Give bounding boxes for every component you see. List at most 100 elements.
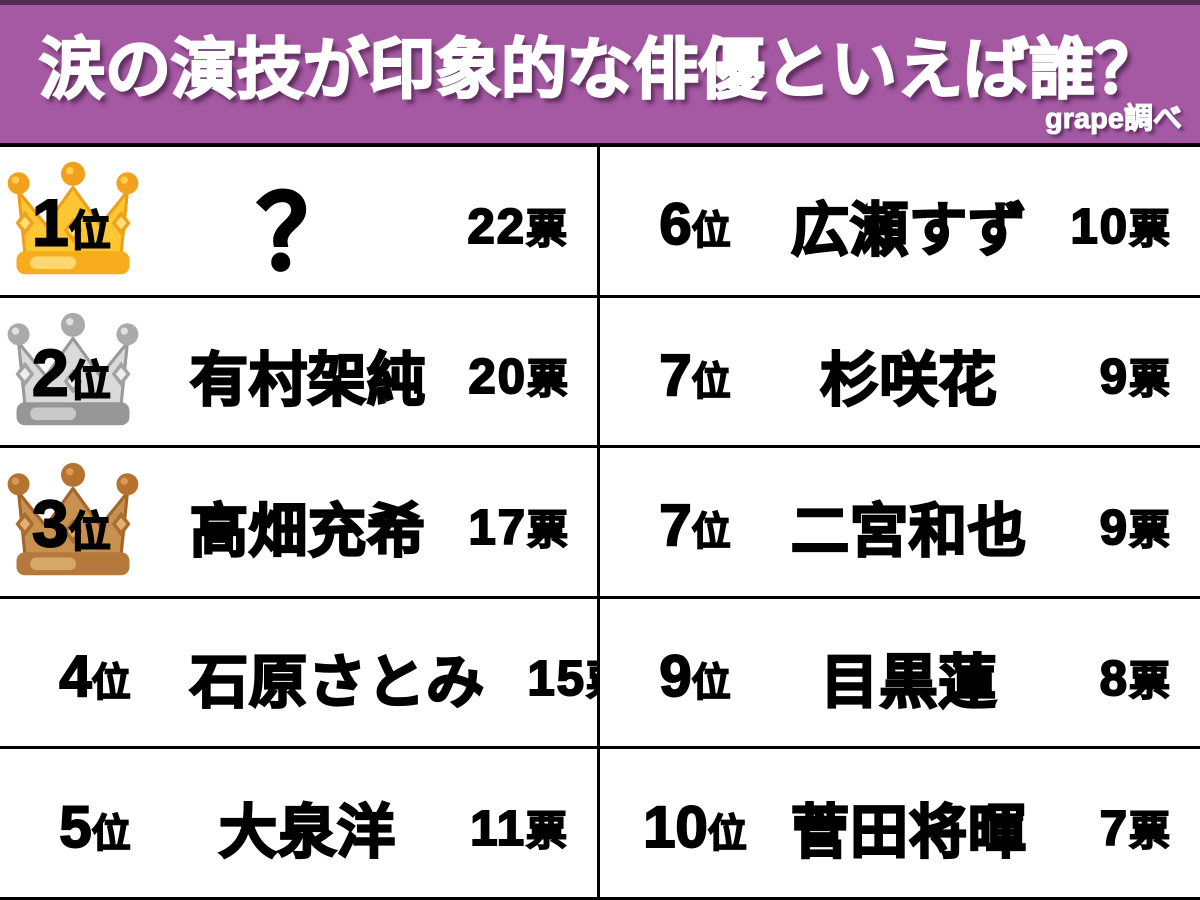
vote-count: 17票: [426, 496, 598, 556]
crown-tip: [116, 172, 139, 195]
crown-tip: [60, 312, 86, 337]
rank-number: 4: [58, 643, 92, 710]
actor-name: 有村架純: [189, 347, 427, 414]
rank-suffix: 位: [691, 511, 732, 556]
rank-number: 10: [642, 794, 709, 861]
rank-label: 7位: [658, 492, 732, 559]
crown-base-highlight: [30, 407, 77, 420]
vote-suffix: 票: [525, 205, 568, 253]
rank-6-area: 6位: [600, 147, 790, 295]
rank-5-area: 5位: [0, 749, 190, 897]
rank-row-7b: 7位 二宮和也 9票: [600, 448, 1200, 599]
actor-name: 二宮和也: [790, 498, 1027, 565]
rank-number: 1: [31, 184, 70, 260]
vote-count: 10票: [1028, 195, 1200, 255]
rank-label: 10位: [642, 794, 748, 861]
vote-number: 20: [468, 349, 528, 405]
rank-number: 2: [31, 335, 70, 411]
vote-suffix: 票: [1128, 205, 1171, 253]
vote-suffix: 票: [1128, 807, 1171, 855]
vote-count: 8票: [1028, 647, 1200, 707]
rank-label: 5位: [58, 794, 131, 861]
crown-gem-inner: [19, 517, 31, 531]
vote-suffix: 票: [526, 356, 569, 404]
crown-gem-inner: [115, 367, 127, 380]
crown-tip: [116, 473, 139, 496]
actor-name: 目黒蓮: [819, 648, 998, 715]
ranking-column-left: 1位 ？ 22票: [0, 147, 628, 900]
vote-count: 9票: [1028, 345, 1200, 405]
crown-tip: [7, 172, 30, 195]
rank-4-area: 4位: [0, 599, 190, 747]
vote-count: 11票: [425, 797, 597, 857]
crown-tip: [60, 161, 86, 186]
rank-number: 5: [58, 794, 92, 861]
rank-10-area: 10位: [600, 749, 790, 897]
ranking-column-right: 6位 広瀬すず 10票 7位 杉咲花 9票 7位: [600, 147, 1200, 900]
rank-row-4: 4位 石原さとみ 15票: [0, 598, 628, 750]
rank-row-9: 9位 目黒蓮 8票: [600, 598, 1200, 750]
rank-suffix: 位: [68, 508, 112, 557]
crown-tip-highlight: [120, 176, 128, 184]
crown-gem-inner: [19, 216, 31, 230]
vote-suffix: 票: [1128, 657, 1171, 705]
vote-number: 8: [1099, 651, 1129, 707]
crown-tip-highlight: [11, 327, 20, 335]
rank-row-1: 1位 ？ 22票: [0, 147, 597, 298]
crown-tip-highlight: [11, 176, 20, 184]
vote-number: 9: [1099, 500, 1129, 556]
ranking-table: 1位 ？ 22票: [0, 147, 1200, 900]
crown-gem-inner: [67, 224, 79, 237]
gold-crown-icon: [7, 161, 139, 275]
vote-number: 7: [1099, 801, 1129, 857]
vote-suffix: 票: [526, 506, 569, 554]
header-top-strip: [0, 0, 1200, 5]
crown-tip-highlight: [66, 317, 74, 325]
rank-label: 9位: [658, 643, 732, 710]
crown-base-highlight: [30, 557, 77, 571]
crown-tip-highlight: [11, 477, 20, 486]
actor-name: 杉咲花: [819, 347, 998, 414]
actor-name: 高畑充希: [189, 498, 427, 565]
actor-name: 広瀬すず: [790, 197, 1027, 264]
rank-number: 9: [658, 643, 692, 710]
vote-number: 22: [466, 199, 526, 255]
vote-number: 15: [527, 651, 587, 707]
vote-suffix: 票: [1128, 506, 1171, 554]
rank-row-2: 2位 有村架純 20票: [0, 297, 597, 449]
crown-gem-inner: [115, 216, 127, 230]
crown-tip: [7, 473, 30, 496]
crown-tip-highlight: [66, 468, 74, 476]
rank-suffix: 位: [68, 357, 112, 406]
rank-suffix: 位: [707, 812, 748, 857]
rank-3-area: 3位: [0, 448, 190, 596]
rank-suffix: 位: [691, 661, 732, 706]
rank-suffix: 位: [91, 661, 132, 706]
rank-suffix: 位: [68, 207, 112, 256]
actor-name: 石原さとみ: [189, 648, 486, 715]
rank-label: 2位: [31, 335, 112, 411]
crown-tip-highlight: [66, 167, 74, 175]
rank-number: 6: [658, 191, 692, 258]
rank-2-area: 2位: [0, 298, 190, 446]
rank-row-3: 3位 高畑充希 17票: [0, 448, 597, 599]
actor-name: 大泉洋: [218, 799, 396, 866]
vote-count: 7票: [1028, 797, 1200, 857]
silver-crown-icon: [7, 312, 139, 425]
rank-label: 1位: [31, 184, 112, 260]
rank-number: 7: [658, 492, 692, 559]
rank-label: 7位: [658, 342, 731, 409]
vote-number: 9: [1099, 349, 1129, 405]
rank-7a-area: 7位: [600, 298, 790, 446]
crown-base-highlight: [30, 256, 77, 270]
actor-name: ？: [256, 177, 359, 292]
crown-tip: [116, 322, 139, 345]
crown-gem-inner: [67, 374, 79, 388]
rank-label: 4位: [58, 643, 132, 710]
crown-tip: [7, 322, 30, 345]
crown-tip-highlight: [120, 327, 128, 335]
crown-tip-highlight: [120, 477, 128, 486]
vote-count: 9票: [1028, 496, 1200, 556]
crown-gem-inner: [67, 525, 79, 538]
rank-row-6: 6位 広瀬すず 10票: [600, 147, 1200, 298]
